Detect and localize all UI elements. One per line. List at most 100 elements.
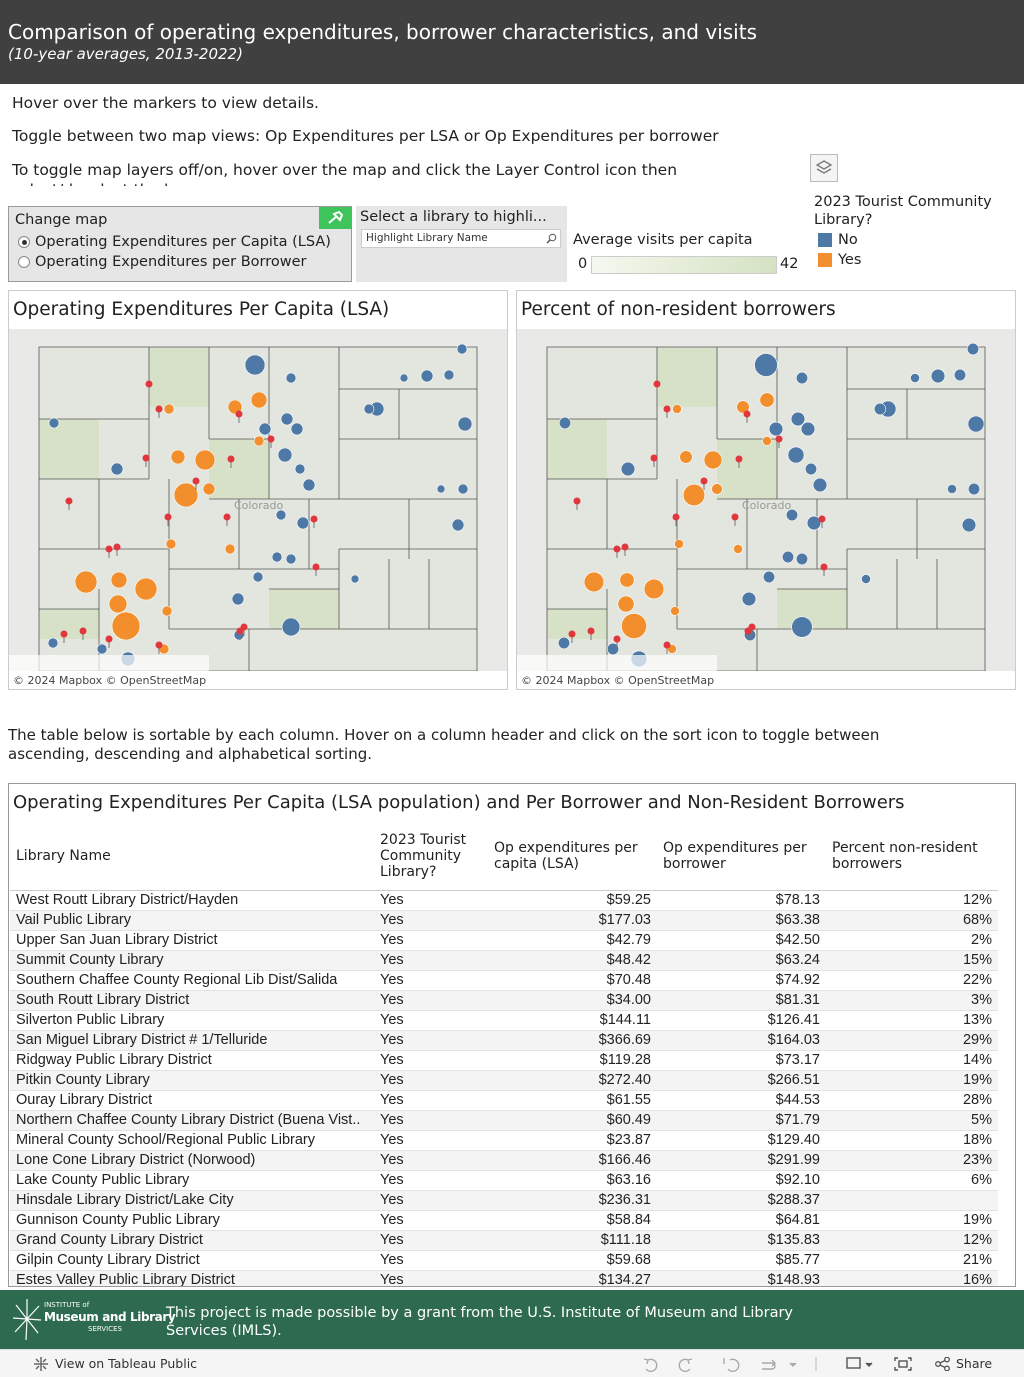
table-row: Ridgway Public Library District Yes $119.2…	[10, 1050, 998, 1071]
header: Comparison of operating expenditures, bo…	[0, 0, 1024, 84]
table-row: Estes Valley Public Library District Yes $…	[10, 1270, 998, 1287]
cell-text: 21%	[962, 1252, 992, 1268]
marker	[930, 368, 946, 384]
radio-option[interactable]: Operating Expenditures per Borrower	[18, 254, 306, 270]
table-cell: Yes	[374, 910, 488, 931]
table-cell: Yes	[374, 1130, 488, 1151]
tableau-icon	[34, 1357, 48, 1371]
option-label: Operating Expenditures per Capita (LSA)	[35, 234, 331, 250]
table-cell: $366.69	[488, 1030, 657, 1051]
column-header[interactable]: Percent non-resident borrowers	[826, 822, 998, 891]
cell-text: 15%	[962, 952, 992, 968]
table-cell: Yes	[374, 950, 488, 971]
layer-control[interactable]	[810, 154, 838, 182]
table-cell: $44.53	[657, 1090, 826, 1111]
region-shade	[269, 589, 339, 629]
column-header[interactable]: Op expenditures per capita (LSA)	[488, 822, 657, 891]
search-icon	[546, 233, 557, 244]
table-cell: $74.92	[657, 970, 826, 991]
marker	[457, 483, 469, 495]
pin	[312, 563, 320, 571]
header-row: Library Name 2023 Tourist Community Libra…	[10, 822, 998, 891]
cell-text: $111.18	[600, 1232, 651, 1248]
marker	[280, 412, 294, 426]
view-link[interactable]: View on Tableau Public	[55, 1356, 198, 1371]
toolbar-icons	[643, 1357, 912, 1373]
column-header[interactable]: Library Name	[10, 822, 374, 891]
table-cell: Upper San Juan Library District	[10, 930, 374, 951]
marker	[741, 591, 757, 607]
county-borders	[38, 346, 478, 671]
control-icon[interactable]	[319, 207, 352, 229]
table-cell: $92.10	[657, 1170, 826, 1191]
share-button[interactable]: Share	[956, 1356, 993, 1371]
marker	[173, 482, 199, 508]
cell-text: Ridgway Public Library District	[16, 1052, 212, 1068]
table-row: Grand County Library District Yes $111.18 $…	[10, 1230, 998, 1251]
search-input[interactable]: Highlight Library Name	[361, 229, 561, 248]
cell-text: Yes	[380, 1072, 404, 1088]
marker	[762, 436, 772, 446]
column-header[interactable]: Op expenditures per borrower	[657, 822, 826, 891]
cell-text: Yes	[380, 992, 404, 1008]
region-shade	[149, 347, 209, 407]
pin	[105, 545, 113, 553]
marker	[285, 372, 297, 384]
marker	[194, 449, 216, 471]
cell-text: $44.53	[775, 1092, 820, 1108]
cell-text: $60.49	[606, 1112, 651, 1128]
table-cell: 12%	[826, 1230, 998, 1251]
cell-text: Ouray Library District	[16, 1092, 153, 1108]
cell-text: $63.16	[606, 1172, 651, 1188]
pin	[743, 410, 751, 418]
cell-text: South Routt Library District	[16, 992, 190, 1008]
table-row: Gilpin County Library District Yes $59.68 $…	[10, 1250, 998, 1271]
table-cell: Vail Public Library	[10, 910, 374, 931]
pin	[227, 455, 235, 463]
footer: INSTITUTE of Museum and Library SERVICES…	[0, 1290, 1024, 1349]
marker	[785, 508, 799, 522]
cell-text: 12%	[962, 892, 992, 908]
map-title: Operating Expenditures Per Capita (LSA)	[13, 299, 390, 320]
marker	[443, 369, 455, 381]
table-cell: 2%	[826, 930, 998, 951]
table-cell: Yes	[374, 1170, 488, 1191]
region-shade	[209, 439, 269, 499]
cell-text: $70.48	[606, 972, 651, 988]
table-cell: Mineral County School/Regional Public Li…	[10, 1130, 374, 1151]
marker	[583, 571, 605, 593]
table-cell: 5%	[826, 1110, 998, 1131]
pin	[155, 641, 163, 649]
marker	[290, 422, 304, 436]
cell-text: $266.51	[767, 1072, 820, 1088]
header-label: Op expenditures per capita (LSA)	[494, 839, 638, 872]
cell-text: 29%	[962, 1032, 992, 1048]
table-cell: 3%	[826, 990, 998, 1011]
marker	[451, 518, 465, 532]
table-cell: Lake County Public Library	[10, 1170, 374, 1191]
pin	[145, 380, 153, 388]
marker	[110, 571, 128, 589]
table-row: Hinsdale Library District/Lake City Yes $2…	[10, 1190, 998, 1211]
radio-option[interactable]: Operating Expenditures per Capita (LSA)	[18, 234, 331, 250]
map-label: Colorado	[234, 499, 283, 512]
marker	[967, 482, 981, 496]
control-title: Change map	[15, 212, 108, 228]
table-cell: Ouray Library District	[10, 1090, 374, 1111]
marker	[733, 544, 743, 554]
table-note: The table below is sortable by each colu…	[8, 726, 880, 763]
control-title: Select a library to highli...	[360, 209, 547, 225]
column-header[interactable]: 2023 Tourist Community Library?	[374, 822, 488, 891]
cell-text: Summit County Library	[16, 952, 164, 968]
cell-text: $126.41	[767, 1012, 820, 1028]
marker	[804, 462, 818, 476]
subtitle: (10-year averages, 2013-2022)	[8, 45, 243, 63]
share-icon	[935, 1357, 950, 1371]
cell-text: Yes	[380, 1272, 404, 1287]
table-row: Southern Chaffee County Regional Lib Dis…	[10, 970, 998, 991]
cell-text: $288.37	[767, 1192, 820, 1208]
title: Comparison of operating expenditures, bo…	[8, 20, 757, 44]
cell-text: $64.81	[775, 1212, 820, 1228]
table-cell: $111.18	[488, 1230, 657, 1251]
marker	[202, 482, 216, 496]
